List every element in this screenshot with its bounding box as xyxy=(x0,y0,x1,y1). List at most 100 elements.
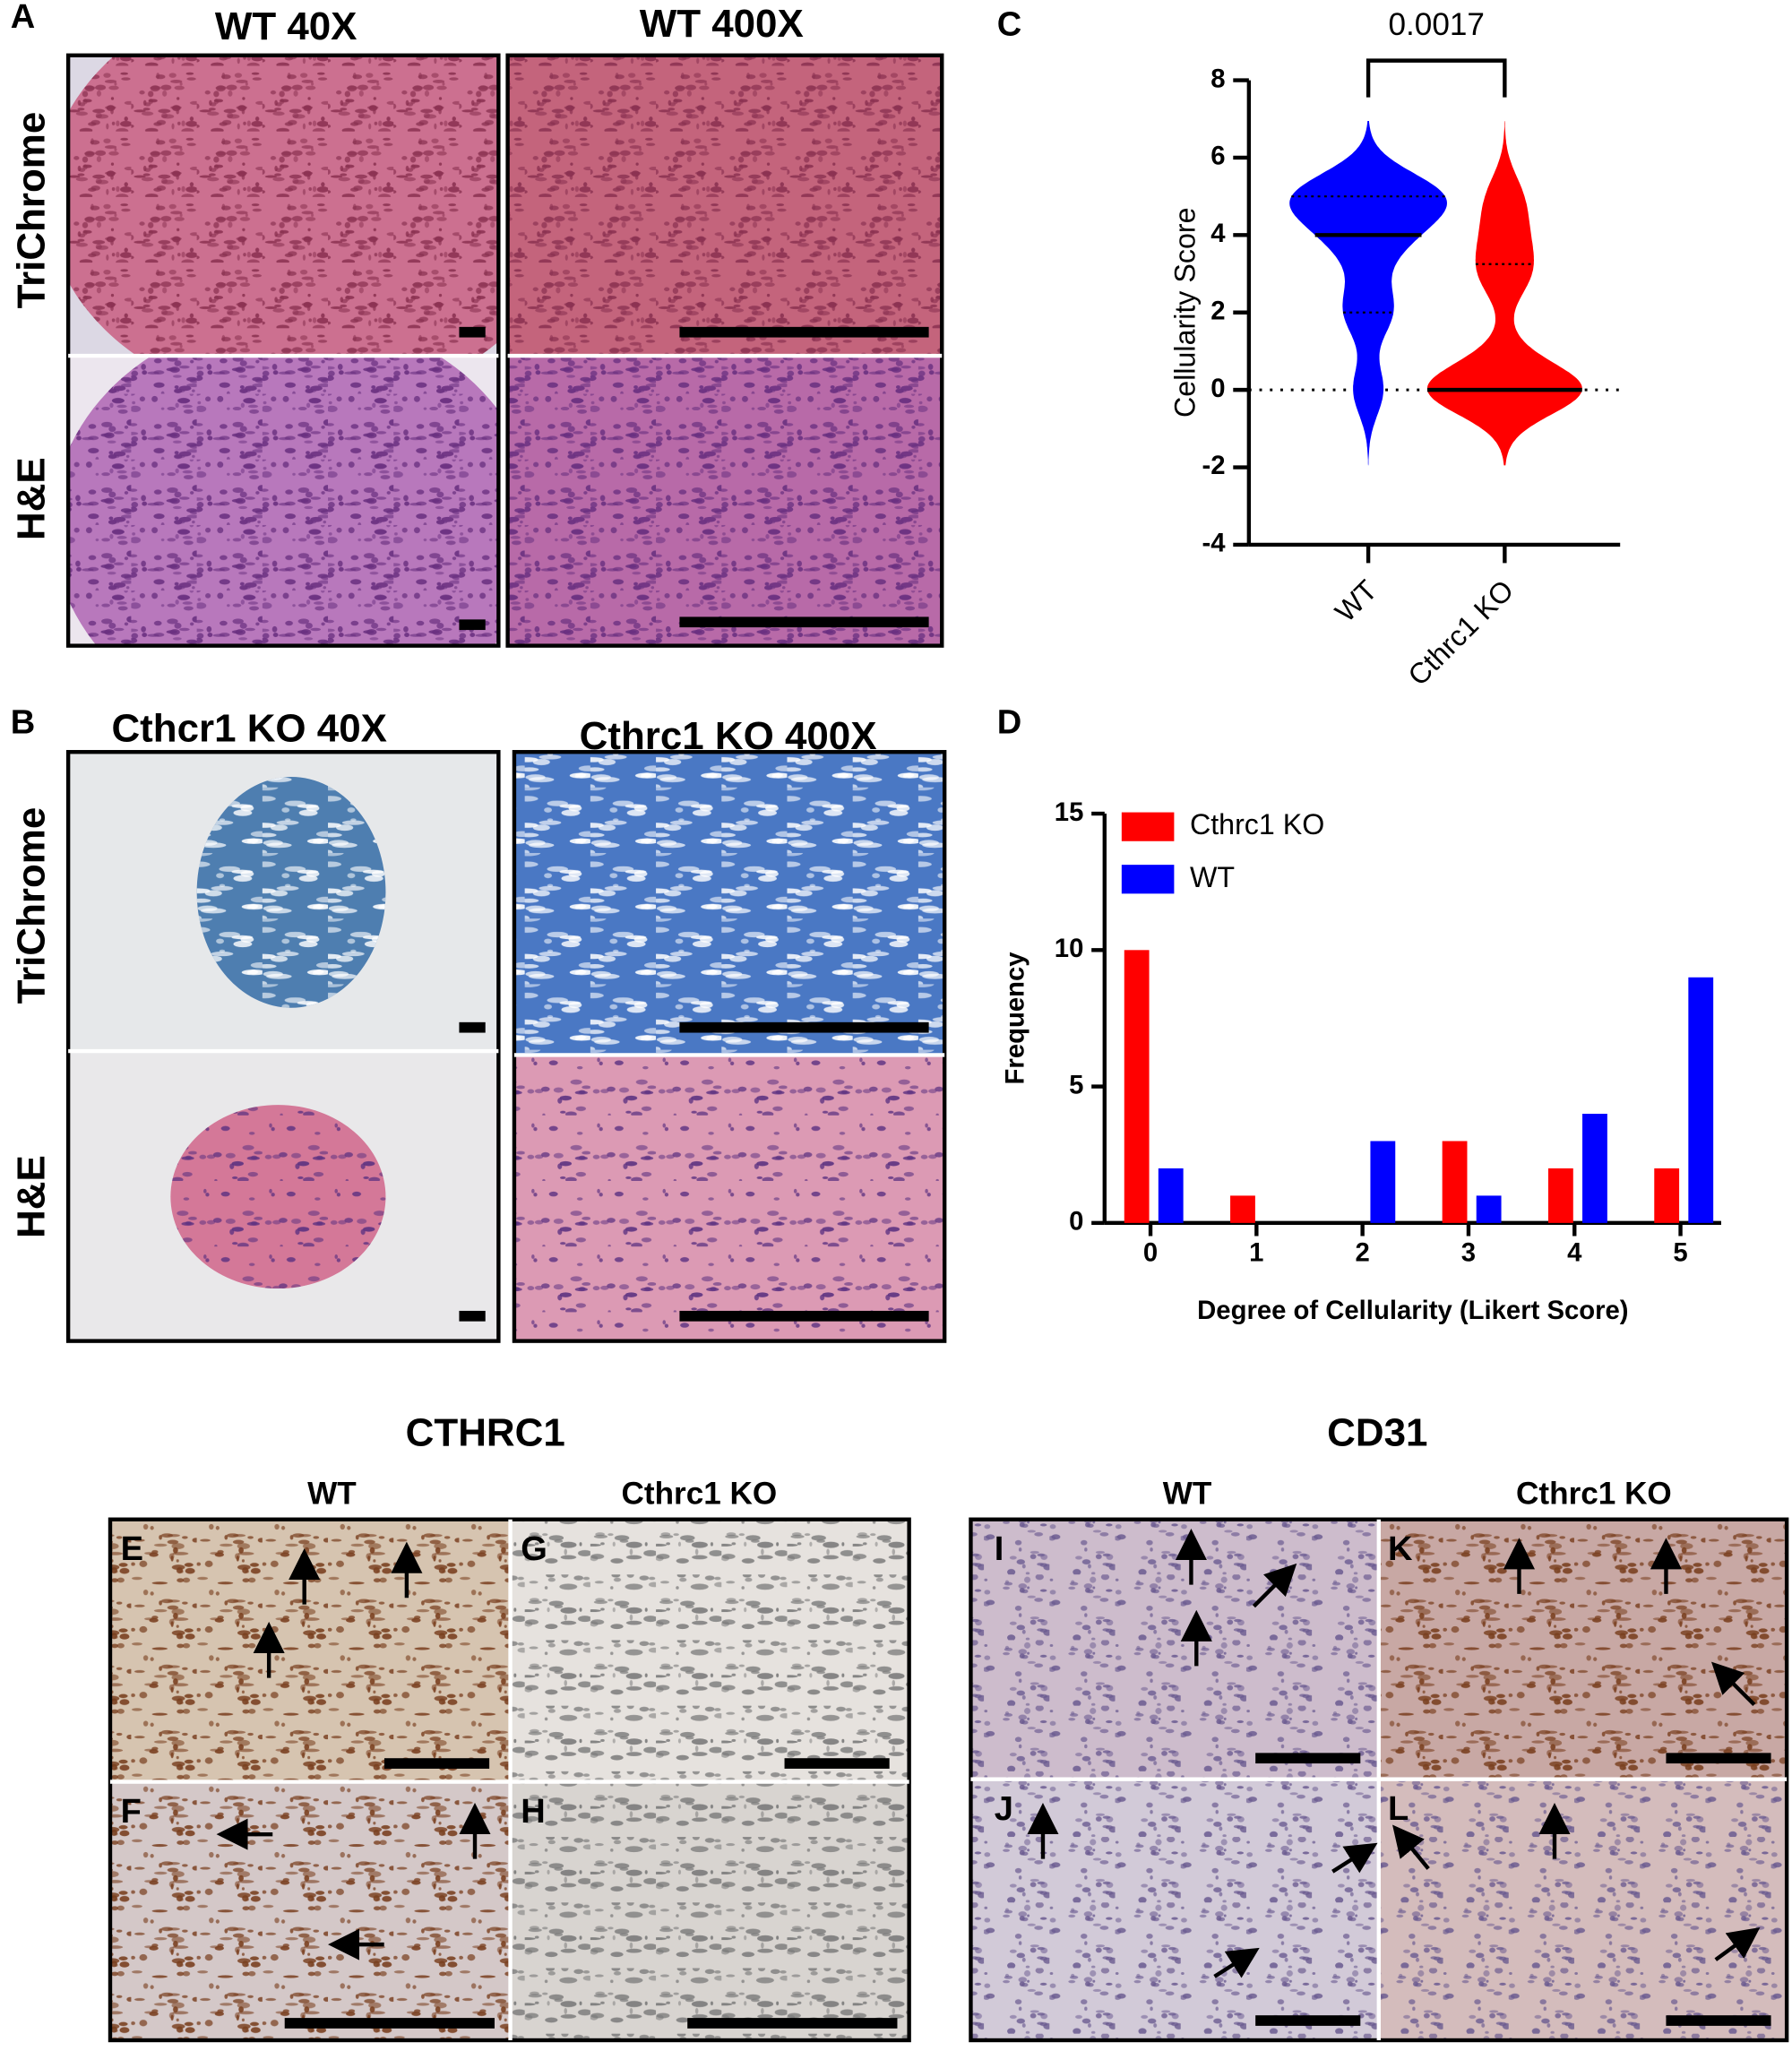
violin xyxy=(1289,120,1447,466)
column-label: WT xyxy=(1163,1477,1212,1512)
frame xyxy=(65,53,501,648)
panel-label: I xyxy=(995,1530,1004,1568)
image-texture xyxy=(512,1783,909,2041)
stain-label: H&E xyxy=(10,1155,54,1238)
bar xyxy=(1654,1168,1680,1223)
y-tick-label: 0 xyxy=(1069,1207,1083,1237)
x-tick-label: 5 xyxy=(1673,1238,1687,1268)
arrow xyxy=(1710,1661,1756,1707)
y-axis-label: Cellularity Score xyxy=(1169,208,1202,418)
bar xyxy=(1582,1114,1607,1223)
scale-bar xyxy=(1666,2015,1771,2026)
y-tick-label: 6 xyxy=(1210,142,1225,171)
y-tick-label: -4 xyxy=(1202,529,1226,558)
scale-bar xyxy=(1666,1753,1771,1764)
image-texture xyxy=(1380,1780,1788,2041)
micrograph xyxy=(1380,1780,1788,2041)
micrograph xyxy=(513,752,945,1054)
image-texture xyxy=(970,1780,1378,2041)
micrographs xyxy=(65,53,1789,2043)
image-texture xyxy=(513,752,945,1054)
y-tick-label: 10 xyxy=(1055,934,1084,963)
micrograph xyxy=(507,357,943,646)
y-tick-label: 8 xyxy=(1210,64,1225,93)
image-texture xyxy=(109,1783,510,2041)
micrograph xyxy=(109,1783,510,2041)
micrograph xyxy=(68,357,499,646)
column-label: Cthrc1 KO xyxy=(1516,1477,1672,1512)
column-label: WT xyxy=(307,1477,357,1512)
x-tick-label: 0 xyxy=(1143,1238,1158,1268)
panel-label: K xyxy=(1388,1530,1413,1568)
scale-bar xyxy=(459,1310,486,1322)
scale-bar xyxy=(679,1021,929,1033)
scale-bar xyxy=(459,619,486,631)
bar xyxy=(1158,1168,1184,1223)
micrograph xyxy=(1380,1519,1788,1779)
panel-label: G xyxy=(521,1530,547,1568)
bar xyxy=(1688,977,1714,1223)
micrograph xyxy=(513,1056,945,1341)
image-texture xyxy=(109,1519,510,1781)
stain-label: H&E xyxy=(10,457,54,540)
image-texture xyxy=(507,55,943,355)
legend-swatch xyxy=(1121,865,1175,894)
x-tick-label: WT xyxy=(1329,573,1383,628)
bar xyxy=(1230,1195,1255,1223)
violin xyxy=(1426,120,1582,466)
micrograph xyxy=(512,1783,909,2041)
y-tick-label: 2 xyxy=(1210,296,1225,325)
bar xyxy=(1124,950,1150,1223)
scale-bar xyxy=(687,2018,898,2029)
letters: E F G H I J K L xyxy=(121,1530,1413,1831)
panel-label: C xyxy=(997,6,1021,44)
scale-bar xyxy=(284,2018,495,2029)
panel-label: J xyxy=(995,1790,1013,1828)
x-axis-label: Degree of Cellularity (Likert Score) xyxy=(1197,1296,1628,1325)
stain-label: TriChrome xyxy=(10,112,54,309)
image-texture xyxy=(513,1056,945,1341)
y-tick-label: 5 xyxy=(1069,1070,1083,1099)
image-texture xyxy=(512,1519,909,1781)
micrograph xyxy=(109,1519,510,1781)
y-tick-label: 0 xyxy=(1210,374,1225,403)
legend-label: WT xyxy=(1190,861,1235,893)
scale-bar xyxy=(784,1758,890,1769)
x-tick-label: 4 xyxy=(1567,1238,1582,1268)
arrow xyxy=(1331,1842,1378,1874)
image-texture xyxy=(507,357,943,646)
panel-label: A xyxy=(11,0,35,36)
micrograph xyxy=(970,1519,1378,1779)
micrograph xyxy=(68,1052,499,1341)
header: CTHRC1 xyxy=(406,1411,565,1455)
bar xyxy=(1442,1141,1468,1223)
micrograph xyxy=(970,1780,1378,2041)
scale-bar xyxy=(1255,1753,1361,1764)
scale-bar xyxy=(679,1310,929,1322)
y-tick-label: 15 xyxy=(1055,797,1084,827)
header: Cthcr1 KO 40X xyxy=(111,706,386,750)
scale-bar xyxy=(679,326,929,338)
x-tick-label: 2 xyxy=(1356,1238,1370,1268)
micrograph xyxy=(68,752,499,1050)
column-label: Cthrc1 KO xyxy=(622,1477,778,1512)
scale-bar xyxy=(459,1021,486,1033)
x-tick-label: 3 xyxy=(1461,1238,1476,1268)
panel-label: F xyxy=(121,1793,142,1831)
micrograph xyxy=(507,55,943,355)
bar xyxy=(1547,1168,1573,1223)
y-axis-label: Frequency xyxy=(1000,952,1030,1085)
tissue-texture xyxy=(196,777,386,1008)
legend-label: Cthrc1 KO xyxy=(1190,808,1324,840)
header: Cthrc1 KO 400X xyxy=(580,714,877,758)
stain-label: TriChrome xyxy=(10,807,54,1004)
x-tick-label: 1 xyxy=(1249,1238,1263,1268)
tissue-texture xyxy=(170,1105,386,1289)
frame xyxy=(512,750,947,1343)
scale-bar xyxy=(1255,2015,1361,2026)
scale-bar xyxy=(679,616,929,628)
image-texture xyxy=(1380,1519,1788,1779)
y-tick-label: -2 xyxy=(1202,451,1225,480)
x-tick-label: Cthrc1 KO xyxy=(1401,573,1520,692)
